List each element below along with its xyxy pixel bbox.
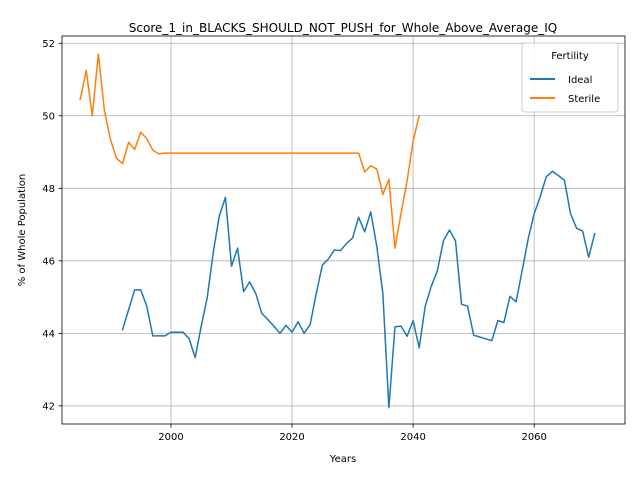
x-tick-label: 2020 <box>279 432 304 443</box>
x-tick-label: 2040 <box>400 432 425 443</box>
legend-title: Fertility <box>551 51 589 62</box>
chart-title: Score_1_in_BLACKS_SHOULD_NOT_PUSH_for_Wh… <box>129 21 557 35</box>
legend-label-sterile: Sterile <box>568 94 600 105</box>
series-line-ideal <box>121 170 596 409</box>
plot-frame <box>61 35 626 425</box>
y-tick-label: 42 <box>42 401 55 412</box>
legend-box <box>521 42 619 113</box>
y-tick-label: 46 <box>42 256 55 267</box>
y-tick-label: 44 <box>42 329 55 340</box>
y-tick-label: 48 <box>42 184 55 195</box>
x-tick-label: 2060 <box>521 432 546 443</box>
x-axis-label: Years <box>329 454 356 465</box>
x-tick-label: 2000 <box>158 432 183 443</box>
series-layer <box>79 53 596 409</box>
series-line-sterile <box>79 53 421 249</box>
y-axis-label: % of Whole Population <box>17 174 28 287</box>
y-tick-label: 50 <box>42 111 55 122</box>
y-tick-label: 52 <box>42 39 55 50</box>
legend: Fertility Ideal Sterile <box>521 42 619 113</box>
legend-label-ideal: Ideal <box>568 75 592 86</box>
x-axis: 2000 2020 2040 2060 <box>158 424 547 443</box>
y-axis: 42 44 46 48 50 52 <box>42 39 62 412</box>
